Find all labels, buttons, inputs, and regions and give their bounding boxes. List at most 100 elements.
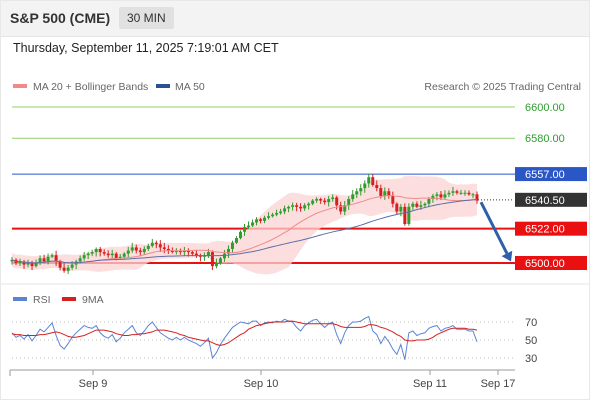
ma50-legend-label: MA 50 (175, 81, 205, 93)
level-label-target: 6600.00 (525, 102, 565, 114)
candle (359, 184, 363, 196)
candle (118, 253, 122, 260)
candle (311, 199, 315, 206)
level-tag-resistance (515, 167, 587, 182)
candle (355, 188, 359, 199)
candle (194, 250, 198, 258)
chart-datetime: Thursday, September 11, 2025 7:19:01 AM … (13, 41, 279, 55)
candle (150, 238, 154, 248)
candle (134, 244, 138, 254)
candle (255, 217, 259, 226)
candle (234, 236, 238, 245)
candle (407, 203, 411, 226)
rsi-tick-label: 30 (525, 353, 537, 365)
candle (158, 240, 162, 252)
candle (435, 192, 439, 201)
candle (34, 259, 38, 268)
rsi-line (11, 315, 478, 360)
candle (182, 246, 186, 256)
candle (363, 180, 367, 193)
candle (303, 203, 307, 211)
candle (267, 212, 271, 220)
candle (178, 248, 182, 255)
candle (455, 189, 459, 195)
candle (86, 251, 90, 260)
candle (166, 245, 170, 254)
x-axis: Sep 9 Sep 10 Sep 11 Sep 17 (79, 370, 515, 390)
candle (110, 249, 114, 259)
provider-credit: Research © 2025 Trading Central (424, 81, 581, 93)
candle (323, 197, 327, 205)
candle (271, 212, 275, 218)
level-label-support: 6500.00 (525, 258, 565, 270)
ma20-legend-swatch (13, 84, 27, 88)
candle (427, 197, 431, 208)
price-level-labels: 6600.00 6580.00 6557.00 6540.50 6522.00 6500.… (515, 102, 587, 270)
rsi-legend-label: RSI (33, 294, 51, 306)
candle (26, 259, 30, 268)
candle (243, 224, 246, 236)
ma50-legend-swatch (156, 84, 170, 88)
candle (22, 259, 26, 269)
x-tick-label: Sep 10 (244, 378, 279, 390)
candle (247, 221, 251, 229)
candle (451, 186, 455, 196)
level-label-resistance: 6557.00 (525, 169, 565, 181)
candle (447, 190, 451, 198)
level-label-support: 6522.00 (525, 224, 565, 236)
candle (174, 248, 178, 255)
candlesticks (10, 173, 479, 274)
candle (90, 249, 94, 257)
candle (459, 189, 463, 195)
candle (218, 256, 222, 265)
forecast-arrow-shaft (479, 201, 509, 255)
candle (307, 202, 311, 210)
rsi-tick-label: 50 (525, 335, 537, 347)
candle (130, 242, 134, 253)
candle (275, 209, 279, 217)
candle (319, 197, 323, 204)
candle (299, 203, 303, 212)
chart-header: S&P 500 (CME) 30 MIN (0, 0, 590, 37)
candle (263, 215, 267, 224)
candle (367, 173, 371, 188)
candle (251, 219, 255, 227)
forecast-arrow (479, 201, 513, 262)
x-tick-label: Sep 11 (413, 378, 447, 390)
candle (283, 205, 287, 215)
candle (82, 252, 86, 261)
candle (383, 187, 387, 200)
candle (387, 188, 391, 199)
ma9-legend-swatch (62, 297, 76, 301)
candle (142, 246, 146, 255)
level-label-target: 6580.00 (525, 133, 565, 145)
candle (287, 205, 291, 213)
candle (114, 251, 118, 261)
candle (259, 217, 263, 224)
candle (54, 250, 58, 267)
candle (210, 250, 214, 271)
candle (339, 201, 343, 215)
candle (66, 264, 70, 274)
candle (399, 203, 403, 217)
rsi-legend-swatch (13, 297, 27, 301)
x-tick-label: Sep 9 (79, 378, 108, 390)
candle (98, 246, 102, 257)
candle (467, 190, 471, 196)
candle (375, 180, 379, 192)
candle (315, 197, 319, 203)
candle (154, 240, 158, 249)
level-label-last: 6540.50 (525, 195, 565, 207)
ma9-legend-label: 9MA (82, 294, 104, 306)
rsi-tick-label: 70 (525, 317, 537, 329)
candle (230, 240, 234, 254)
level-tag-support (515, 256, 587, 270)
candle (238, 230, 242, 240)
candle (138, 247, 142, 257)
candle (106, 250, 110, 258)
rsi-panel: 70 50 30 (11, 315, 537, 365)
timeframe-button[interactable]: 30 MIN (119, 7, 174, 29)
level-tag-last (515, 192, 587, 207)
candle (463, 190, 467, 196)
